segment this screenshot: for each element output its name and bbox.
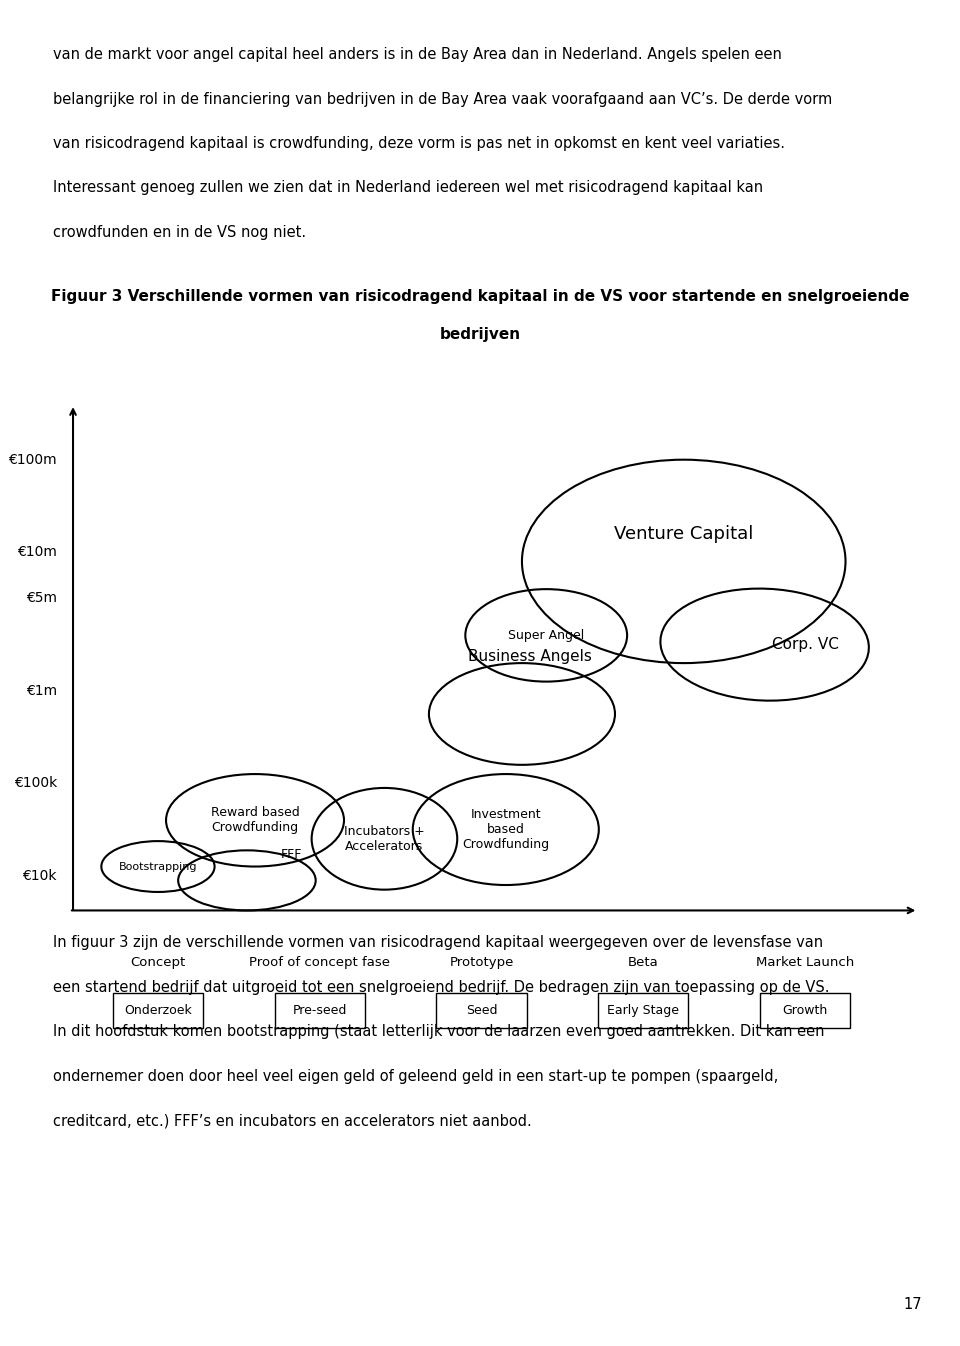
Text: €10m: €10m: [17, 545, 57, 559]
Text: bedrijven: bedrijven: [440, 327, 520, 342]
Text: Onderzoek: Onderzoek: [124, 1004, 192, 1018]
Text: Business Angels: Business Angels: [468, 649, 592, 664]
Text: ondernemer doen door heel veel eigen geld of geleend geld in een start-up te pom: ondernemer doen door heel veel eigen gel…: [53, 1069, 778, 1084]
Text: Prototype: Prototype: [449, 956, 514, 969]
Text: Investment
based
Crowdfunding: Investment based Crowdfunding: [462, 808, 549, 851]
Text: In dit hoofdstuk komen bootstrapping (staat letterlijk voor de laarzen even goed: In dit hoofdstuk komen bootstrapping (st…: [53, 1024, 825, 1039]
Text: Reward based
Crowdfunding: Reward based Crowdfunding: [210, 806, 300, 835]
Text: belangrijke rol in de financiering van bedrijven in de Bay Area vaak voorafgaand: belangrijke rol in de financiering van b…: [53, 92, 832, 106]
Text: een startend bedrijf dat uitgroeid tot een snelgroeiend bedrijf. De bedragen zij: een startend bedrijf dat uitgroeid tot e…: [53, 980, 829, 995]
Text: €100k: €100k: [13, 777, 57, 790]
Text: Corp. VC: Corp. VC: [772, 637, 838, 651]
Text: FFF: FFF: [280, 848, 302, 861]
Text: Figuur 3 Verschillende vormen van risicodragend kapitaal in de VS voor startende: Figuur 3 Verschillende vormen van risico…: [51, 289, 909, 304]
Text: In figuur 3 zijn de verschillende vormen van risicodragend kapitaal weergegeven : In figuur 3 zijn de verschillende vormen…: [53, 935, 823, 950]
Text: Market Launch: Market Launch: [756, 956, 854, 969]
Text: creditcard, etc.) FFF’s en incubators en accelerators niet aanbod.: creditcard, etc.) FFF’s en incubators en…: [53, 1113, 532, 1128]
Text: Seed: Seed: [466, 1004, 497, 1018]
Text: Concept: Concept: [131, 956, 185, 969]
Text: Interessant genoeg zullen we zien dat in Nederland iedereen wel met risicodragen: Interessant genoeg zullen we zien dat in…: [53, 180, 763, 195]
Text: Proof of concept fase: Proof of concept fase: [250, 956, 390, 969]
Text: Growth: Growth: [782, 1004, 828, 1018]
Text: van de markt voor angel capital heel anders is in de Bay Area dan in Nederland. : van de markt voor angel capital heel and…: [53, 47, 781, 62]
Text: crowdfunden en in de VS nog niet.: crowdfunden en in de VS nog niet.: [53, 225, 306, 240]
Text: Incubators +
Accelerators: Incubators + Accelerators: [344, 825, 425, 853]
Text: Super Angel: Super Angel: [508, 629, 585, 642]
Text: 17: 17: [903, 1298, 922, 1312]
Text: van risicodragend kapitaal is crowdfunding, deze vorm is pas net in opkomst en k: van risicodragend kapitaal is crowdfundi…: [53, 136, 784, 151]
Text: €1m: €1m: [26, 684, 57, 697]
Text: €5m: €5m: [26, 591, 57, 606]
Text: Early Stage: Early Stage: [608, 1004, 680, 1018]
Text: €10k: €10k: [22, 868, 57, 883]
Text: Venture Capital: Venture Capital: [614, 525, 754, 542]
Text: Pre-seed: Pre-seed: [293, 1004, 347, 1018]
Text: €100m: €100m: [9, 452, 57, 467]
Text: Beta: Beta: [628, 956, 659, 969]
Text: Bootstrapping: Bootstrapping: [119, 861, 197, 871]
